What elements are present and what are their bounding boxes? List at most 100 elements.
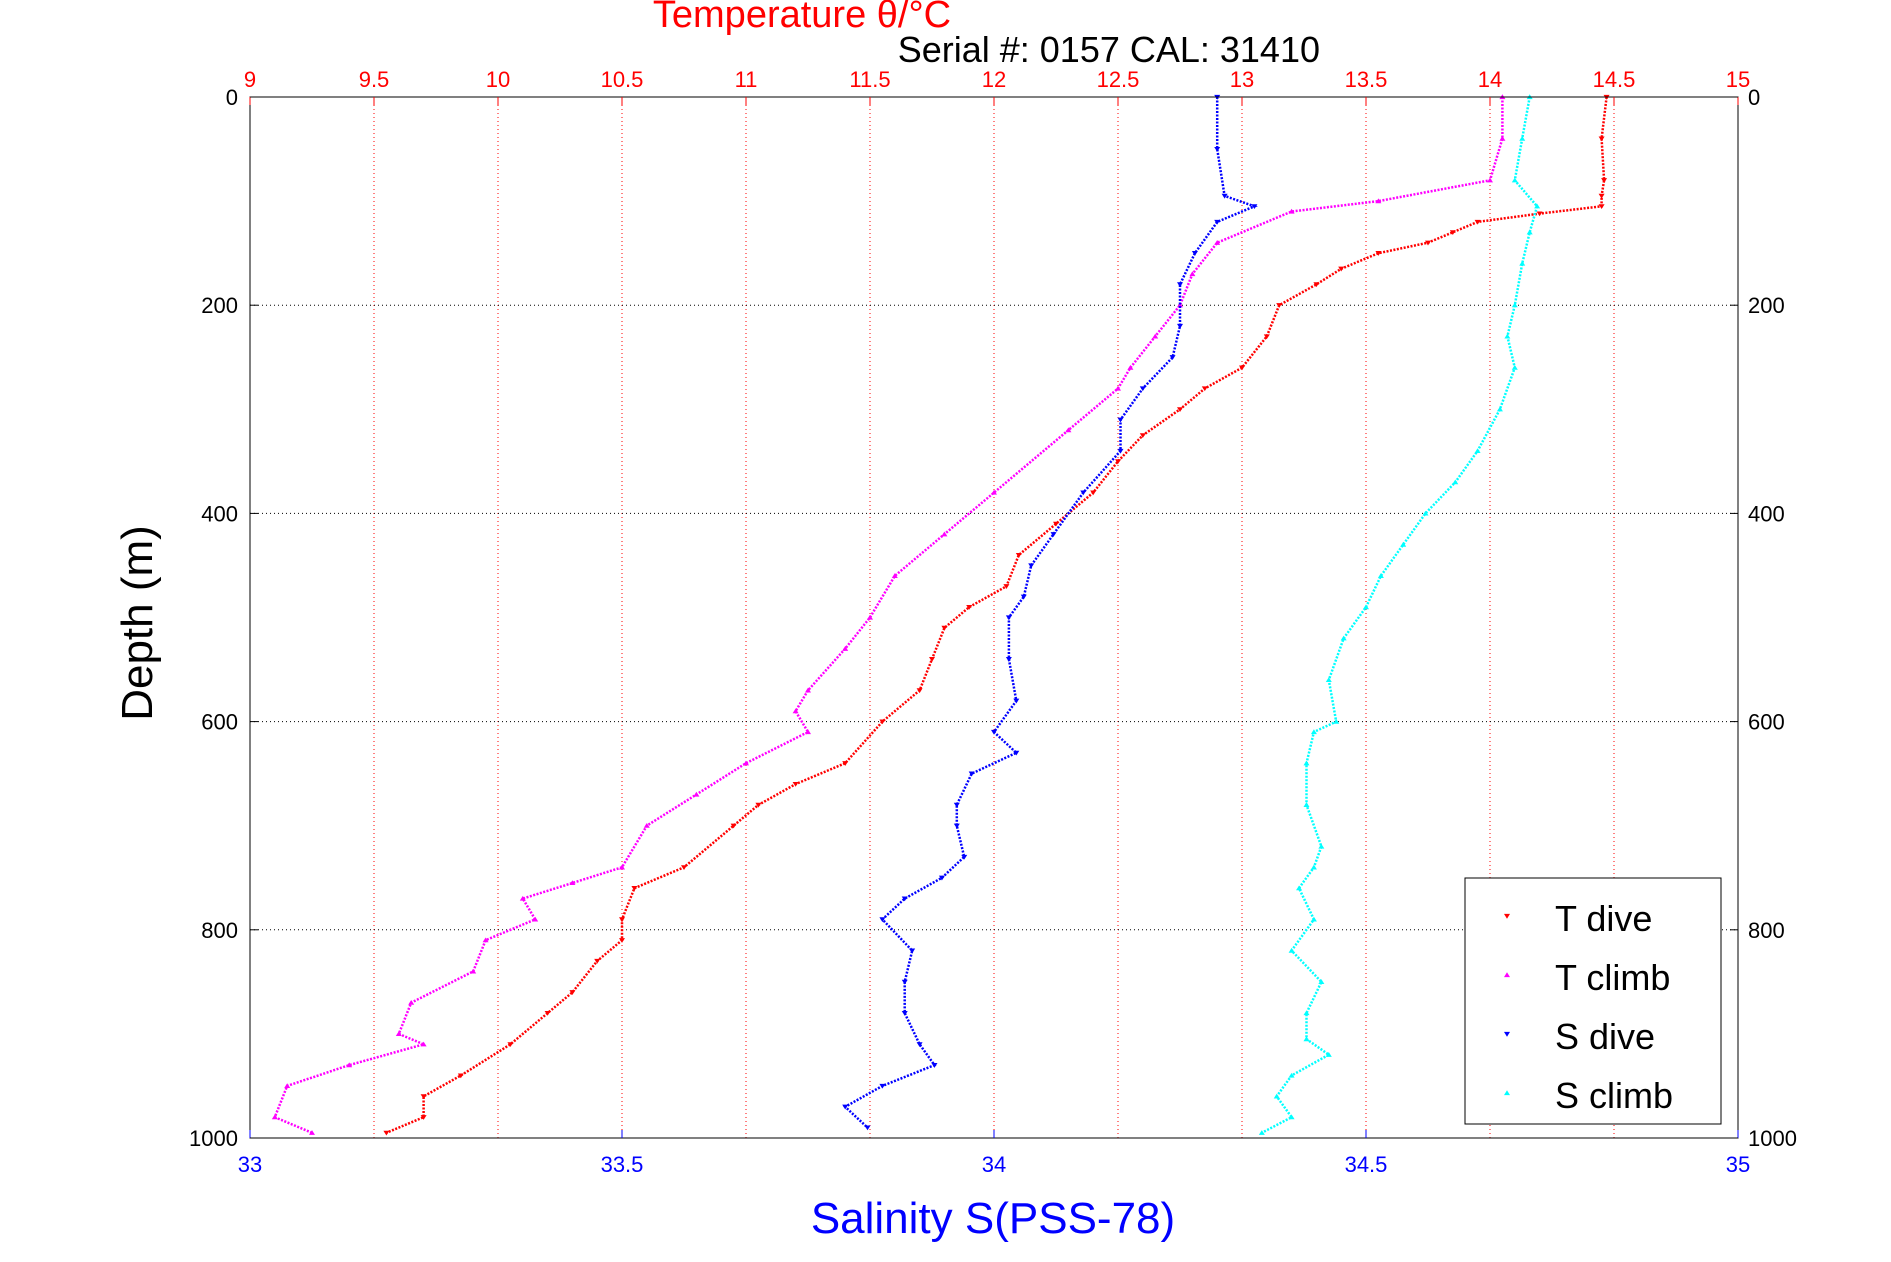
- data-point: [1526, 229, 1533, 235]
- x-top-tick-label: 10.5: [601, 67, 644, 92]
- data-point: [1338, 266, 1345, 272]
- data-point: [420, 1041, 427, 1047]
- series-t-climb: [271, 94, 1506, 1135]
- data-point: [1310, 729, 1317, 735]
- data-point: [1273, 1093, 1280, 1099]
- x-bottom-tick-label: 35: [1726, 1152, 1750, 1177]
- data-point: [1422, 510, 1429, 516]
- data-point: [1318, 843, 1325, 849]
- data-point: [792, 708, 799, 714]
- x-top-tick-label: 9.5: [359, 67, 390, 92]
- data-point: [1318, 979, 1325, 984]
- data-point: [1325, 1052, 1332, 1057]
- data-point: [1375, 251, 1382, 256]
- data-point: [1452, 479, 1459, 485]
- x-top-tick-label: 14.5: [1593, 67, 1636, 92]
- data-point: [879, 719, 886, 725]
- data-point: [1005, 657, 1012, 662]
- legend-item: T climb: [1504, 957, 1670, 998]
- data-point: [1177, 302, 1183, 308]
- data-point: [1117, 448, 1124, 454]
- data-point: [1263, 334, 1270, 340]
- legend-label: T climb: [1555, 957, 1670, 998]
- data-point: [792, 781, 799, 787]
- data-point: [1487, 177, 1493, 183]
- data-point: [1258, 1130, 1265, 1135]
- data-point: [1598, 193, 1605, 199]
- data-point: [693, 791, 700, 797]
- data-point: [1310, 916, 1317, 922]
- data-point: [879, 1083, 886, 1089]
- data-point: [1214, 219, 1221, 225]
- data-point: [1177, 323, 1183, 329]
- series-t-dive: [383, 94, 1610, 1136]
- data-point: [1065, 427, 1072, 433]
- data-point: [594, 958, 601, 964]
- x-top-tick-label: 11: [735, 67, 758, 92]
- data-point: [681, 865, 687, 871]
- x-bottom-tick-label: 34: [982, 1152, 1006, 1177]
- data-point: [1214, 240, 1221, 245]
- data-point: [284, 1083, 291, 1089]
- x-bottom-tick-label: 33.5: [601, 1152, 644, 1177]
- data-point: [953, 823, 960, 829]
- series-line: [385, 96, 1608, 1134]
- y-tick-label-right: 400: [1748, 501, 1785, 526]
- data-point: [864, 1125, 871, 1131]
- legend-label: S dive: [1555, 1016, 1655, 1057]
- data-point: [805, 729, 811, 735]
- data-point: [1511, 177, 1518, 183]
- data-point: [909, 948, 916, 954]
- data-point: [1050, 532, 1057, 537]
- series-s-dive: [842, 94, 1258, 1131]
- data-point: [941, 625, 948, 631]
- legend-item: S climb: [1504, 1075, 1673, 1116]
- legend: T dive T climb S dive S climb: [1464, 877, 1722, 1125]
- data-point: [891, 573, 898, 578]
- data-point: [1189, 271, 1196, 277]
- data-point: [1080, 490, 1087, 496]
- data-point: [1496, 406, 1503, 412]
- data-point: [991, 489, 997, 495]
- data-point: [1303, 760, 1310, 766]
- x-top-tick-label: 13.5: [1345, 67, 1388, 92]
- data-point: [1169, 355, 1176, 360]
- data-point: [1534, 203, 1541, 209]
- data-point: [1511, 364, 1518, 370]
- data-point: [916, 688, 923, 694]
- data-point: [929, 657, 935, 662]
- y-tick-label-right: 0: [1748, 85, 1760, 110]
- data-point: [1115, 385, 1121, 391]
- data-point: [1499, 135, 1506, 141]
- data-point: [1013, 750, 1020, 756]
- data-point: [842, 1104, 849, 1110]
- data-point: [1005, 615, 1012, 621]
- y-tick-label-right: 200: [1748, 293, 1785, 318]
- data-point: [1201, 386, 1208, 392]
- data-point: [346, 1062, 353, 1068]
- data-point: [1117, 417, 1124, 423]
- axes: 9 9.5 10 10.5 11 11.5 12 12.5 13 13.5 14 14.5 15 33 33…: [189, 67, 1797, 1177]
- y-tick-label: 400: [201, 501, 238, 526]
- data-point: [1310, 864, 1317, 870]
- data-point: [1536, 211, 1543, 217]
- data-point: [1239, 365, 1245, 371]
- data-point: [1519, 135, 1526, 141]
- data-point: [1127, 364, 1134, 370]
- data-point: [420, 1094, 427, 1100]
- data-point: [1115, 459, 1121, 465]
- data-point: [1449, 230, 1456, 236]
- data-point: [879, 917, 886, 923]
- data-point: [755, 802, 762, 808]
- data-point: [1519, 260, 1526, 266]
- legend-item: T dive: [1504, 898, 1652, 939]
- data-point: [991, 729, 997, 735]
- data-point: [619, 938, 625, 943]
- data-point: [1152, 333, 1159, 339]
- data-point: [953, 802, 960, 808]
- data-point: [420, 1115, 427, 1120]
- data-point: [1139, 433, 1146, 439]
- data-point: [1375, 198, 1382, 204]
- y-tick-label: 600: [201, 710, 238, 735]
